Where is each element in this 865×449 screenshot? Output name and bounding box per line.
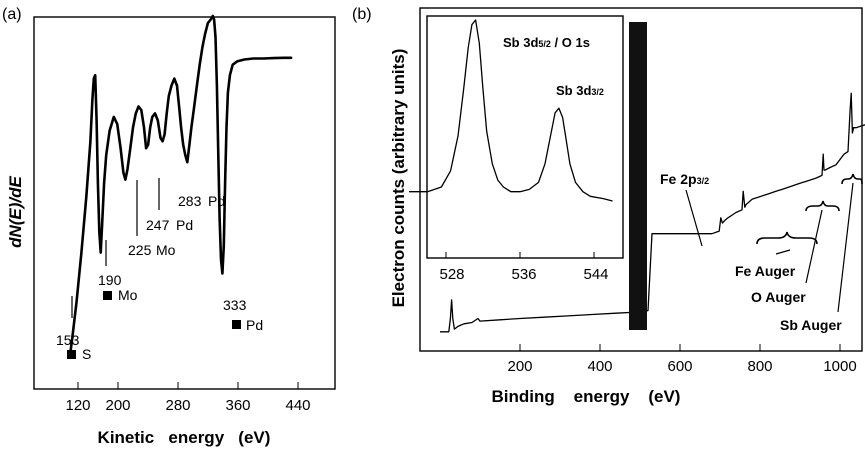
inset-peak-label-1-rest: / O 1s bbox=[551, 35, 590, 50]
a-annotation-190-box bbox=[103, 291, 112, 300]
inset-series-line bbox=[409, 19, 613, 202]
b-annotation-fe2p-main: Fe 2p bbox=[660, 171, 697, 187]
panel-a-x-ticks: 120 200 280 360 440 bbox=[65, 382, 311, 414]
a-annotation-247-element: Pd bbox=[176, 217, 193, 233]
panel-b-break-bar bbox=[629, 22, 647, 330]
inset: 528 536 544 Sb 3d5/2 / O 1s Sb 3d3/2 bbox=[409, 15, 624, 283]
inset-tick-label-1: 536 bbox=[511, 266, 536, 283]
inset-tick-label-2: 544 bbox=[583, 266, 608, 283]
panel-b: (b) 200 400 600 800 1000 Binding energy … bbox=[352, 6, 865, 406]
panel-a: (a) 120 200 280 360 440 Kinetic energy (… bbox=[2, 6, 336, 447]
inset-frame bbox=[426, 15, 624, 259]
b-tick-label-4: 1000 bbox=[823, 358, 856, 375]
inset-peak-label-1-sub: 5/2 bbox=[538, 39, 551, 49]
panel-b-label: (b) bbox=[352, 6, 372, 23]
b-brace-sb-auger bbox=[841, 173, 863, 185]
a-annotation-225-value: 225 bbox=[128, 242, 152, 258]
inset-peak-label-1: Sb 3d5/2 / O 1s bbox=[503, 35, 590, 50]
a-annotation-153-value: 153 bbox=[56, 332, 80, 348]
b-brace-fe-auger bbox=[756, 231, 818, 245]
b-annotation-fe2p: Fe 2p3/2 bbox=[660, 171, 709, 187]
b-tick-label-2: 600 bbox=[667, 358, 692, 375]
b-annotation-fe-auger: Fe Auger bbox=[735, 263, 796, 279]
panel-a-series-line bbox=[68, 14, 293, 359]
a-annotation-283-value: 283 bbox=[178, 193, 202, 209]
b-pointer-o-auger bbox=[805, 209, 823, 284]
panel-a-x-axis-label: Kinetic energy (eV) bbox=[98, 428, 271, 447]
a-annotation-333-element: Pd bbox=[246, 317, 263, 333]
panel-a-label: (a) bbox=[2, 6, 22, 23]
a-tick-label-0: 120 bbox=[65, 397, 90, 414]
a-annotation-225-element: Mo bbox=[156, 242, 176, 258]
panel-a-frame bbox=[33, 16, 336, 390]
b-annotation-sb-auger: Sb Auger bbox=[780, 317, 842, 333]
inset-tick-label-0: 528 bbox=[439, 266, 464, 283]
b-pointer-fe-auger bbox=[775, 249, 791, 255]
b-tick-label-1: 400 bbox=[587, 358, 612, 375]
b-brace-o-auger bbox=[805, 200, 840, 212]
a-annotation-333-box bbox=[232, 320, 241, 329]
a-tick-label-2: 280 bbox=[165, 397, 190, 414]
inset-peak-label-2: Sb 3d3/2 bbox=[556, 83, 604, 98]
inset-peak-label-2-sub: 3/2 bbox=[591, 87, 604, 97]
a-annotation-333-value: 333 bbox=[223, 297, 247, 313]
a-tick-label-3: 360 bbox=[225, 397, 250, 414]
a-annotation-153-box bbox=[67, 350, 76, 359]
panel-b-series-line bbox=[440, 92, 865, 333]
a-annotation-190-element: Mo bbox=[118, 287, 138, 303]
b-annotation-fe2p-sub: 3/2 bbox=[697, 176, 710, 186]
inset-peak-label-1-main: Sb 3d bbox=[503, 35, 538, 50]
panel-b-x-axis-label: Binding energy (eV) bbox=[492, 387, 681, 406]
a-tick-label-4: 440 bbox=[285, 397, 310, 414]
b-pointer-fe2p bbox=[685, 189, 703, 247]
b-pointer-sb-auger bbox=[837, 182, 854, 313]
a-annotation-190-value: 190 bbox=[98, 272, 122, 288]
inset-peak-label-2-main: Sb 3d bbox=[556, 83, 591, 98]
a-tick-label-1: 200 bbox=[105, 397, 130, 414]
panel-a-y-axis-label: dN(E)/dE bbox=[6, 175, 25, 247]
a-annotation-283-element: Pd bbox=[208, 193, 225, 209]
a-annotation-153-element: S bbox=[82, 346, 91, 362]
panel-b-x-ticks: 200 400 600 800 1000 bbox=[507, 344, 857, 375]
b-tick-label-0: 200 bbox=[507, 358, 532, 375]
panel-b-y-axis-label: Electron counts (arbitrary units) bbox=[389, 49, 408, 308]
a-annotation-247-value: 247 bbox=[146, 217, 170, 233]
b-tick-label-3: 800 bbox=[747, 358, 772, 375]
b-annotation-o-auger: O Auger bbox=[751, 289, 806, 305]
